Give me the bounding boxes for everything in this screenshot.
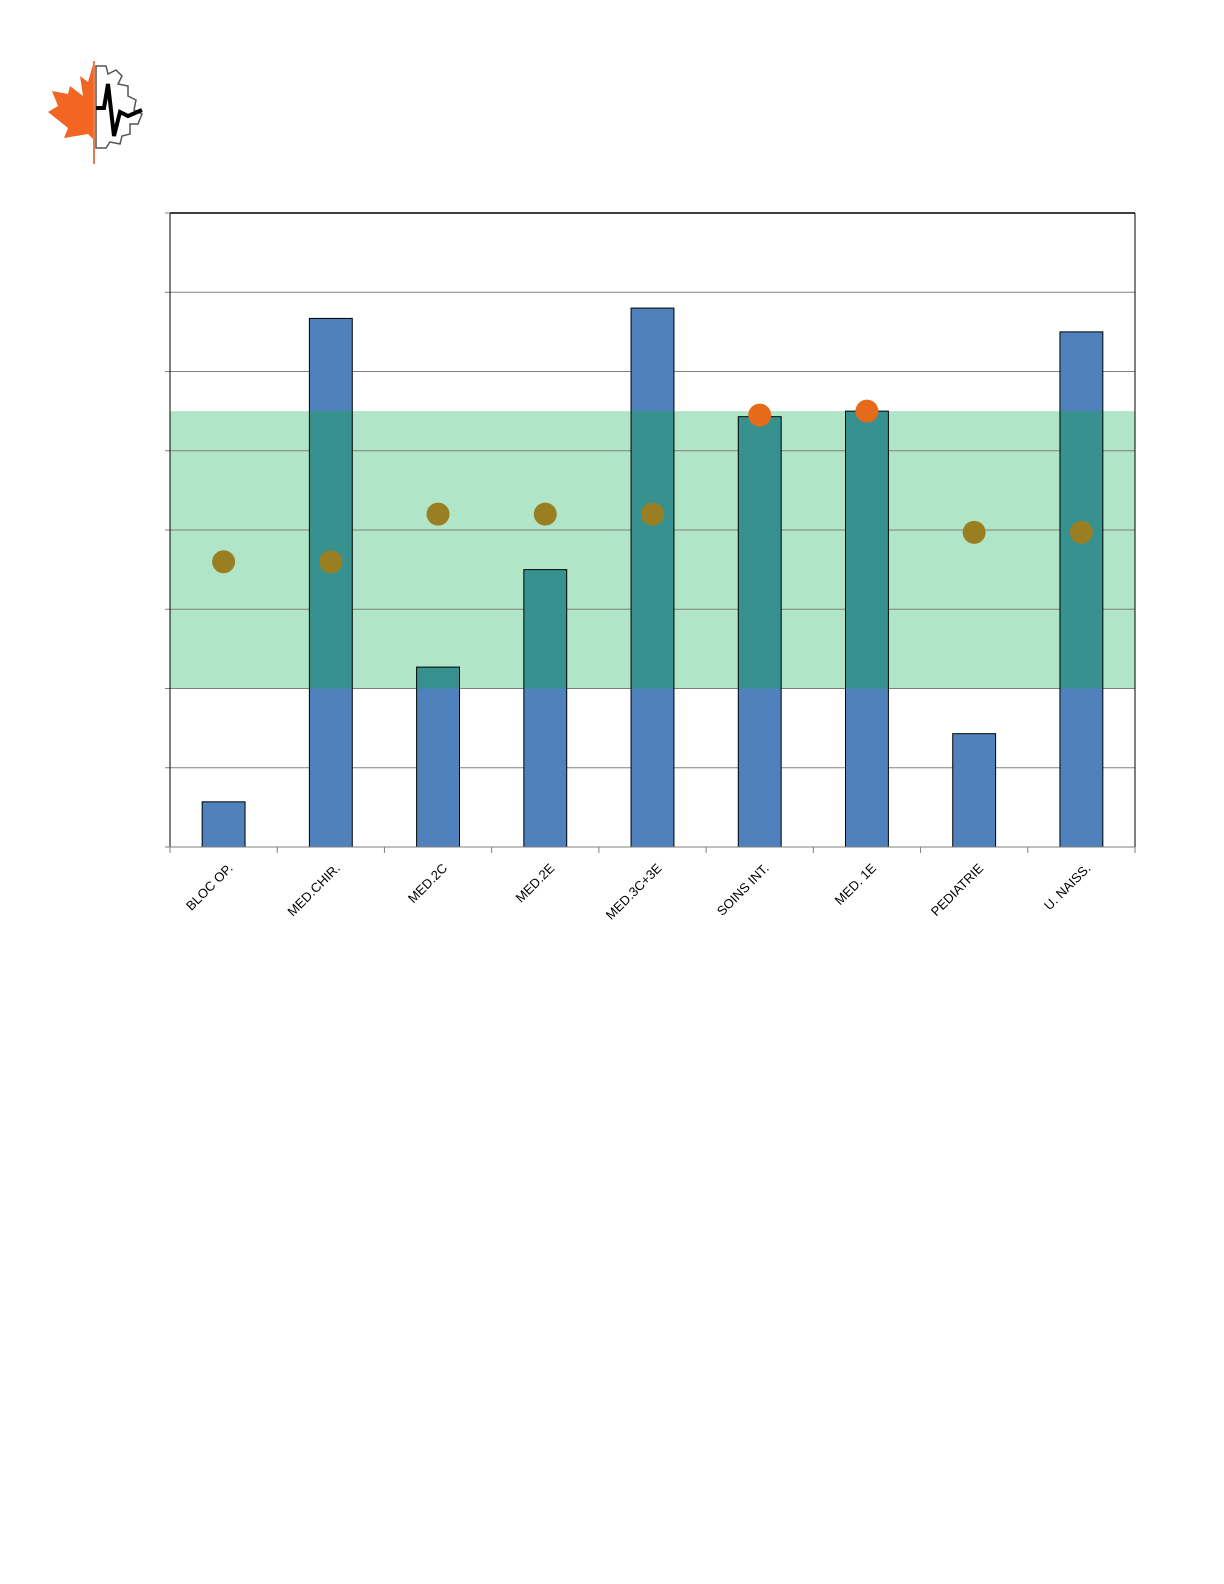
point-layer: [212, 399, 1093, 574]
maple-leaf-gear-heartbeat-logo: [48, 61, 143, 164]
x-tick-label: MED.3C+3E: [603, 860, 665, 922]
data-point: [212, 550, 236, 574]
data-point: [855, 399, 879, 423]
x-tick-label: BLOC OP.: [183, 861, 236, 914]
axis-layer: [165, 212, 1136, 853]
bar: [416, 667, 460, 847]
bar-band-overlap: [523, 569, 567, 689]
data-point: [533, 502, 557, 526]
x-tick-label: MED.2C: [405, 861, 450, 906]
data-point: [748, 403, 772, 427]
data-point: [1069, 520, 1093, 544]
bar-band-overlap: [845, 411, 889, 689]
bar-band-overlap: [738, 416, 782, 689]
bar-band-overlap: [1059, 411, 1103, 689]
bar: [202, 801, 246, 847]
x-tick-label: MED. 1E: [832, 860, 880, 908]
unit-bar-chart: BLOC OP. MED.CHIR. MED.2C MED.2E MED.3C+3E SO…: [165, 212, 1136, 922]
bar-layer: [201, 307, 1104, 848]
data-point: [426, 502, 450, 526]
x-tick-label: U. NAISS.: [1041, 861, 1094, 914]
data-point: [641, 502, 664, 526]
x-tick-label: SOINS INT.: [714, 861, 772, 919]
maple-leaf-icon: [48, 61, 94, 140]
data-point: [319, 550, 343, 574]
bar-band-overlap: [416, 667, 460, 689]
bar-band-overlap: [631, 411, 674, 689]
x-tick-label: PEDIATRIE: [928, 860, 987, 919]
bar: [952, 733, 996, 847]
x-tick-label: MED.CHIR.: [284, 861, 343, 920]
bar-band-overlap: [309, 411, 353, 689]
x-tick-label: MED.2E: [513, 860, 558, 905]
category-label-layer: BLOC OP. MED.CHIR. MED.2C MED.2E MED.3C+3E SO…: [183, 860, 1094, 922]
heartbeat-icon: [96, 83, 143, 137]
data-point: [962, 520, 986, 544]
